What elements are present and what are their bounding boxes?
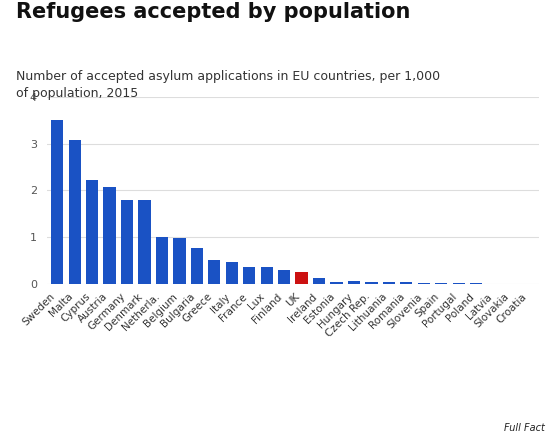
- Bar: [208, 260, 221, 284]
- Bar: [103, 187, 116, 284]
- Bar: [383, 282, 395, 284]
- Bar: [470, 283, 482, 284]
- Bar: [278, 270, 290, 284]
- Bar: [173, 238, 185, 284]
- Bar: [417, 283, 430, 284]
- Bar: [435, 283, 447, 284]
- Bar: [51, 120, 63, 284]
- Bar: [400, 282, 412, 284]
- Bar: [331, 282, 343, 284]
- Bar: [226, 262, 238, 284]
- Polygon shape: [440, 372, 550, 440]
- Bar: [191, 248, 203, 284]
- Bar: [156, 237, 168, 284]
- Bar: [139, 200, 151, 284]
- Bar: [121, 200, 133, 284]
- Text: Source:: Source:: [11, 387, 59, 397]
- Bar: [453, 283, 465, 284]
- Bar: [86, 180, 98, 284]
- Bar: [69, 140, 81, 284]
- Bar: [365, 282, 377, 284]
- Text: Full Fact: Full Fact: [504, 423, 544, 433]
- Bar: [348, 282, 360, 284]
- Bar: [295, 272, 307, 284]
- Text: Refugees accepted by population: Refugees accepted by population: [16, 2, 411, 22]
- Text: Number of accepted asylum applications in EU countries, per 1,000
of population,: Number of accepted asylum applications i…: [16, 70, 441, 100]
- Text: Eurostat, press release 75/2016, "Asylum decisions in the EU" 20 April: Eurostat, press release 75/2016, "Asylum…: [63, 387, 459, 397]
- Bar: [261, 267, 273, 284]
- Bar: [243, 267, 255, 284]
- Bar: [313, 278, 325, 284]
- Text: 2016; Population database demo_pjan: 2016; Population database demo_pjan: [11, 418, 225, 429]
